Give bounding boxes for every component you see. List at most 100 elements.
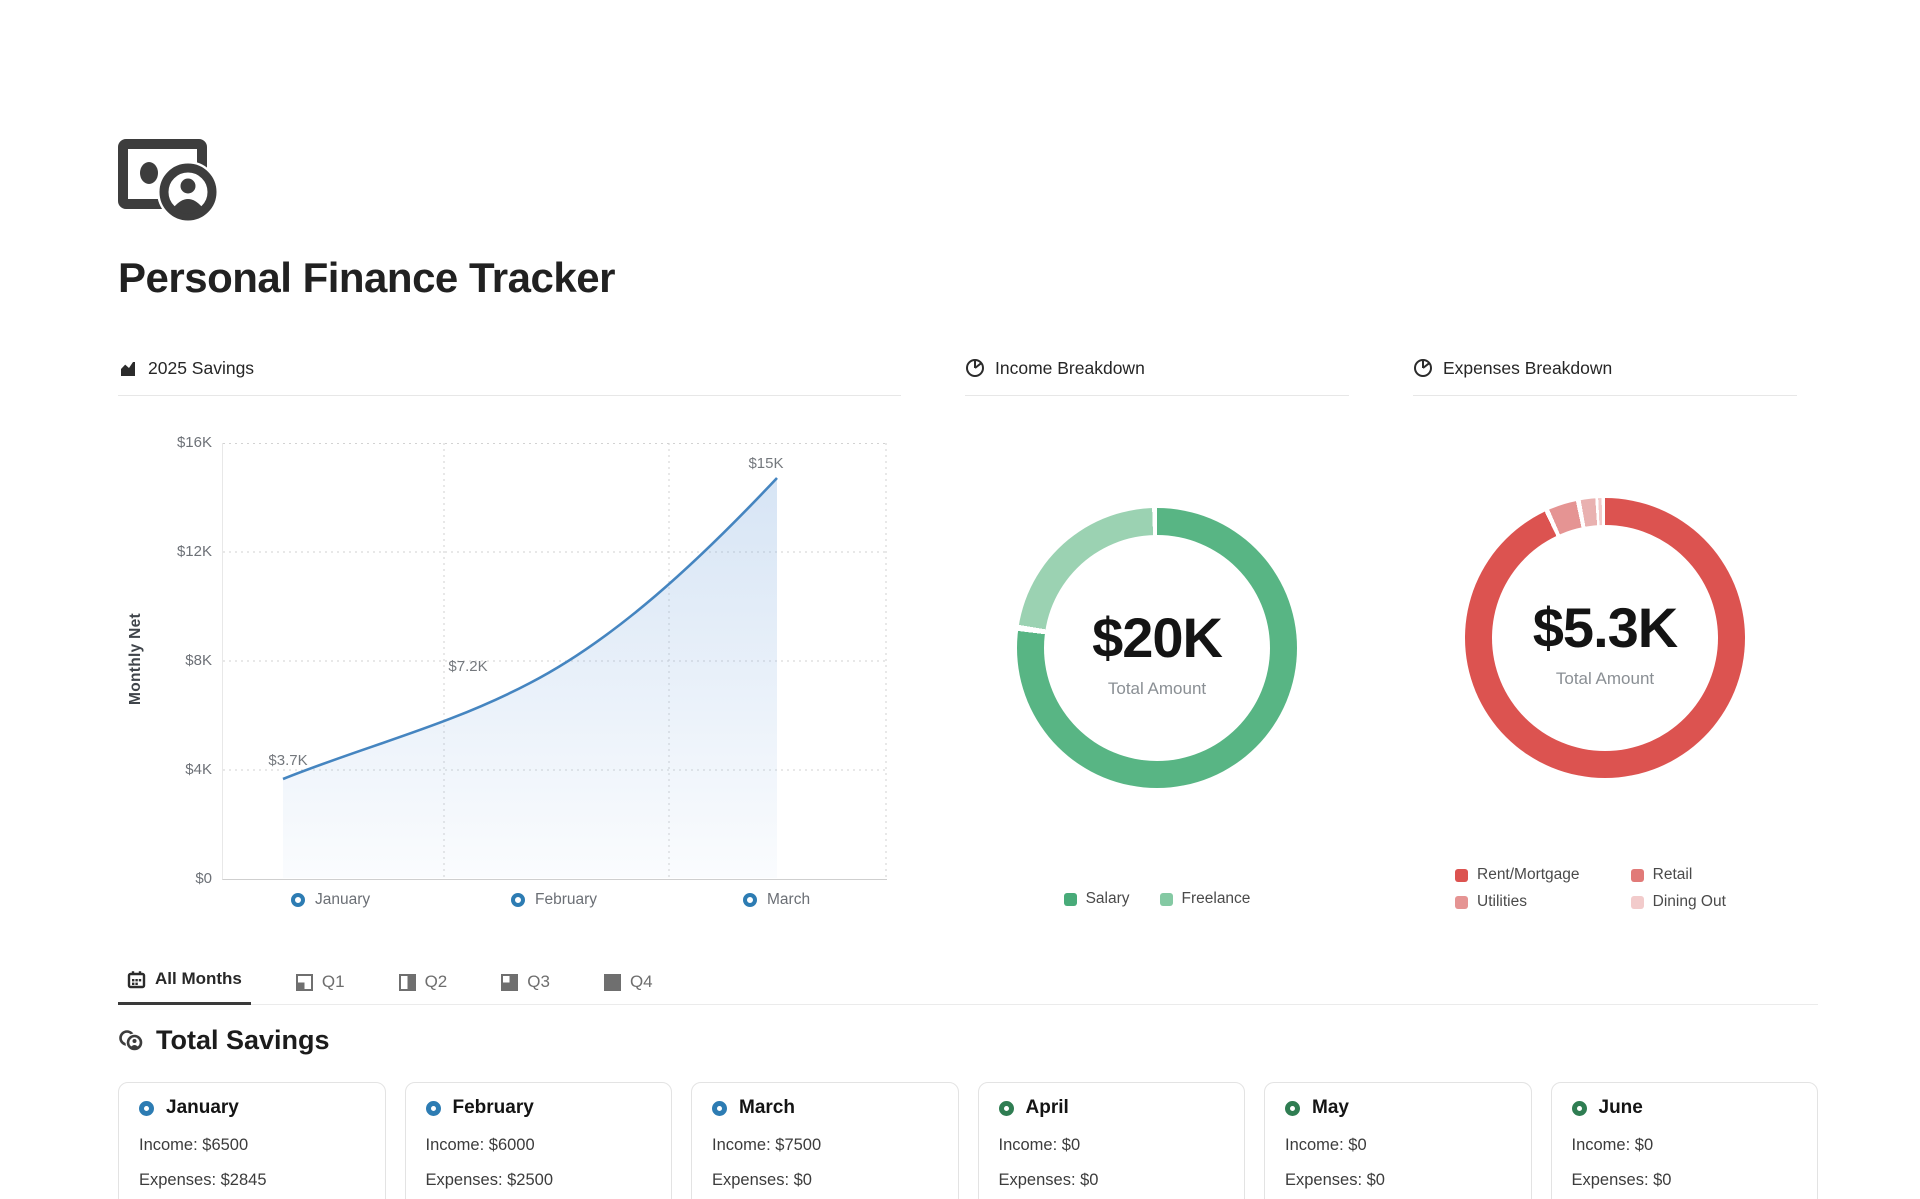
- expenses-panel-header: Expenses Breakdown: [1413, 355, 1797, 396]
- card-month-name: May: [1312, 1097, 1349, 1118]
- plot-area: $3.7K $7.2K $15K: [222, 443, 887, 880]
- legend-item-dining-out[interactable]: Dining Out: [1630, 893, 1755, 911]
- card-expenses: Expenses: $0: [998, 1171, 1099, 1189]
- circle-dot-icon: [291, 893, 305, 907]
- tab-q2[interactable]: Q2: [390, 968, 457, 1005]
- income-donut-chart: $20K Total Amount: [1017, 508, 1297, 788]
- expenses-panel: Expenses Breakdown $5.3K Total Amount Re…: [1413, 355, 1797, 929]
- panel-title: 2025 Savings: [148, 357, 255, 378]
- dashboard-panels: 2025 Savings Monthly Net $16K $12K $8K $…: [118, 355, 1798, 929]
- total-savings-heading: Total Savings: [156, 1025, 330, 1055]
- circle-dot-icon: [998, 1100, 1014, 1116]
- tab-q4[interactable]: Q4: [595, 968, 662, 1005]
- tab-label: Q1: [321, 972, 345, 991]
- quarter-2-icon: [398, 973, 416, 991]
- card-expenses: Expenses: $2500: [425, 1171, 554, 1189]
- card-income: Income: $0: [998, 1136, 1081, 1154]
- point-label-march: $15K: [748, 455, 783, 472]
- y-tick: $8K: [185, 652, 212, 669]
- card-income: Income: $7500: [712, 1136, 822, 1154]
- quarter-4-icon: [603, 973, 621, 991]
- income-panel: Income Breakdown $20K Total Amount Salar…: [965, 355, 1349, 929]
- donut-center-value: $20K: [1092, 606, 1223, 669]
- total-savings-header: Total Savings: [118, 1025, 1818, 1056]
- expenses-donut-chart: $5.3K Total Amount: [1465, 498, 1745, 778]
- x-axis-label: February: [535, 891, 598, 908]
- banknote-portrait-icon: [118, 139, 219, 223]
- card-month-name: April: [1025, 1097, 1069, 1118]
- page-content: Personal Finance Tracker 2025 Savings Mo…: [118, 139, 1818, 1199]
- legend-swatch: [1455, 895, 1468, 909]
- legend-item-rent-mortgage[interactable]: Rent/Mortgage: [1455, 866, 1609, 884]
- legend-item-retail[interactable]: Retail: [1630, 866, 1755, 884]
- card-expenses: Expenses: $0: [712, 1171, 812, 1189]
- y-tick: $12K: [176, 543, 212, 560]
- income-panel-header: Income Breakdown: [965, 355, 1349, 396]
- savings-panel-header: 2025 Savings: [118, 355, 901, 396]
- x-axis-label: January: [315, 891, 371, 908]
- month-card-april: April Income: $0 Expenses: $0 Net: $0: [977, 1082, 1245, 1199]
- legend-label: Dining Out: [1652, 893, 1726, 910]
- legend-label: Utilities: [1477, 893, 1527, 910]
- card-month-name: February: [452, 1097, 534, 1118]
- tab-all-months[interactable]: All Months: [118, 965, 251, 1005]
- quarter-1-icon: [295, 973, 313, 991]
- card-expenses: Expenses: $0: [1571, 1171, 1672, 1189]
- legend-swatch: [1063, 892, 1077, 906]
- x-axis-item-january[interactable]: January: [291, 891, 370, 909]
- area-chart-icon: [121, 362, 135, 376]
- circle-dot-icon: [425, 1100, 441, 1116]
- y-tick: $16K: [176, 434, 212, 451]
- legend-item-freelance[interactable]: Freelance: [1159, 890, 1251, 908]
- tab-label: Q2: [424, 972, 448, 991]
- income-legend: Salary Freelance: [1063, 890, 1251, 908]
- quarter-3-icon: [501, 973, 519, 991]
- legend-swatch: [1455, 868, 1468, 882]
- month-card-january: January Income: $6500 Expenses: $2845 Ne…: [118, 1082, 386, 1199]
- legend-item-salary[interactable]: Salary: [1063, 890, 1130, 908]
- y-tick: $0: [195, 870, 212, 887]
- tab-q1[interactable]: Q1: [287, 968, 354, 1005]
- card-income: Income: $6500: [139, 1136, 249, 1154]
- card-month-name: March: [739, 1097, 795, 1118]
- coins-icon: [119, 1029, 144, 1051]
- month-card-february: February Income: $6000 Expenses: $2500 N…: [404, 1082, 672, 1199]
- legend-item-utilities[interactable]: Utilities: [1455, 893, 1609, 911]
- month-card-march: March Income: $7500 Expenses: $0 Net: $7…: [691, 1082, 959, 1199]
- donut-center-label: Total Amount: [1107, 679, 1207, 698]
- period-tabs: All Months Q1 Q2 Q3 Q4: [118, 965, 1818, 1005]
- x-axis-item-february[interactable]: February: [511, 891, 597, 909]
- circle-dot-icon: [1571, 1100, 1587, 1116]
- x-axis-item-march[interactable]: March: [743, 891, 810, 909]
- card-month-name: January: [166, 1097, 239, 1118]
- panel-title: Income Breakdown: [995, 357, 1145, 378]
- card-income: Income: $0: [1571, 1136, 1654, 1154]
- legend-swatch: [1630, 895, 1644, 909]
- legend-swatch: [1159, 892, 1173, 906]
- legend-label: Freelance: [1181, 890, 1251, 907]
- month-cards: January Income: $6500 Expenses: $2845 Ne…: [118, 1082, 1818, 1199]
- page-title: Personal Finance Tracker: [118, 254, 615, 301]
- pie-chart-icon: [966, 359, 984, 377]
- pie-chart-icon: [1414, 359, 1432, 377]
- tab-label: Q4: [629, 972, 653, 991]
- y-tick: $4K: [185, 761, 212, 778]
- circle-dot-icon: [511, 893, 525, 907]
- month-card-may: May Income: $0 Expenses: $0 Net: $0: [1264, 1082, 1532, 1199]
- month-card-june: June Income: $0 Expenses: $0 Net: $0: [1550, 1082, 1818, 1199]
- tab-q3[interactable]: Q3: [492, 968, 559, 1005]
- legend-label: Salary: [1085, 890, 1130, 907]
- card-income: Income: $0: [1285, 1136, 1367, 1154]
- panel-title: Expenses Breakdown: [1443, 357, 1613, 378]
- card-income: Income: $6000: [425, 1136, 535, 1154]
- point-label-february: $7.2K: [448, 658, 487, 675]
- tab-label: Q3: [527, 972, 550, 991]
- tab-label: All Months: [155, 969, 242, 988]
- card-month-name: June: [1598, 1097, 1643, 1118]
- card-expenses: Expenses: $0: [1285, 1171, 1385, 1189]
- donut-center-value: $5.3K: [1532, 596, 1678, 659]
- x-axis-label: March: [767, 891, 811, 908]
- savings-chart: Monthly Net $16K $12K $8K $4K $0: [118, 396, 901, 929]
- point-label-january: $3.7K: [268, 752, 307, 769]
- circle-dot-icon: [743, 893, 757, 907]
